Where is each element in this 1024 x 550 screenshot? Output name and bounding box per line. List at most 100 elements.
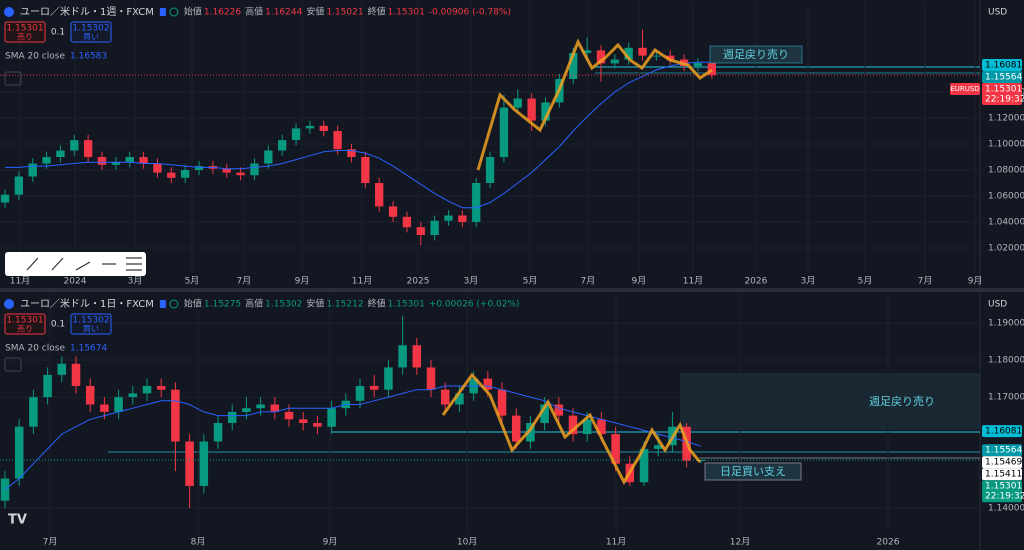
drawing-toolbar[interactable]	[5, 252, 146, 276]
x-tick-label: 2025	[407, 277, 430, 287]
price-tag-label: 1.15301	[985, 84, 1022, 94]
ohlc-value: 1.15212	[326, 300, 363, 310]
x-tick-label: 3月	[464, 276, 479, 287]
price-tag	[982, 444, 1022, 457]
price-tag-label: 1.16081	[985, 427, 1022, 437]
candle-body	[194, 166, 204, 171]
candle-body	[305, 125, 315, 129]
candle-body	[156, 385, 166, 390]
candle-body	[554, 404, 564, 416]
ohlc-value: 1.15021	[326, 8, 363, 18]
buy-price: 1.15302	[72, 316, 109, 326]
symbol-tag	[950, 82, 980, 95]
collapse-button[interactable]	[4, 357, 22, 372]
sell-price: 1.15301	[6, 316, 43, 326]
annotation: 週足戻り売り	[723, 48, 789, 61]
legend-label: SMA 20 close	[5, 344, 65, 354]
symbol-tag-label: EURUSD	[950, 85, 979, 93]
candle-body	[227, 411, 237, 423]
chart-title: ユーロ／米ドル・1日・FXCM	[20, 297, 154, 310]
candle-body	[56, 150, 65, 158]
candle-body	[167, 172, 176, 178]
candle-body	[582, 419, 592, 435]
price-tag	[982, 468, 1022, 481]
currency[interactable]: USD	[988, 300, 1007, 310]
x-tick-label: 7月	[237, 276, 252, 287]
candle-body	[83, 140, 93, 158]
buy-button[interactable]	[70, 21, 112, 43]
price-tag	[982, 82, 1022, 105]
sell-button[interactable]	[4, 313, 46, 335]
x-tick-label: 2026	[744, 277, 767, 287]
candle-body	[236, 172, 245, 176]
candle-body	[43, 374, 52, 398]
candle-body	[242, 408, 251, 412]
candle-body	[14, 176, 24, 195]
candle-body	[57, 363, 67, 375]
x-tick-label: 5月	[858, 276, 873, 287]
candle-body	[139, 157, 148, 164]
candle-body	[430, 220, 439, 236]
candle-body	[270, 404, 280, 412]
x-tick-label: 5月	[185, 276, 200, 287]
ohlc-value: 1.16244	[265, 8, 302, 18]
candle-body	[652, 55, 661, 57]
candle-body	[128, 393, 138, 398]
sell-button[interactable]	[4, 21, 46, 43]
candle-body	[511, 415, 521, 442]
candle-body	[333, 131, 342, 150]
y-tick-label: 1.06000	[988, 192, 1024, 202]
toolbar-icons	[26, 257, 142, 271]
candle-body	[472, 183, 481, 223]
ohlc-label: 安値	[306, 6, 324, 18]
x-tick-label: 2026	[877, 538, 900, 548]
currency[interactable]: USD	[988, 8, 1007, 18]
drawings-top: 週足戻り売り 週足戻り売り 日足買い支え TV	[4, 38, 935, 528]
candle-body	[416, 227, 425, 236]
candle-body	[111, 162, 121, 165]
collapse-button[interactable]	[4, 71, 22, 86]
candle-body	[540, 404, 549, 423]
y-tick-label: 1.19000	[988, 319, 1024, 329]
ohlc-label: 始値	[184, 6, 202, 18]
y-tick-label: 1.12000	[988, 114, 1024, 124]
x-tick-label: 11月	[10, 276, 30, 287]
ohlc-value: 1.15302	[265, 300, 302, 310]
ohlc-label: 終値	[368, 298, 386, 310]
ohlc-label: 高値	[245, 6, 263, 18]
candle-body	[696, 459, 706, 461]
symbol-icon	[4, 7, 14, 17]
countdown: 22:19:32	[985, 492, 1024, 502]
logo: TV	[8, 513, 27, 528]
candle-body	[707, 63, 716, 76]
candle-body	[284, 411, 294, 420]
candle-body	[526, 422, 535, 442]
candle-body	[388, 206, 398, 217]
buy-button[interactable]	[70, 313, 112, 335]
flag	[159, 8, 166, 16]
candle-body	[28, 163, 37, 177]
change-value: +0.00026 (+0.02%)	[429, 300, 520, 310]
price-tag-label: 1.15564	[985, 446, 1022, 456]
price-tag	[982, 425, 1022, 438]
ohlc-value: 1.15301	[388, 300, 425, 310]
y-tick-label: 1.14000	[988, 504, 1024, 514]
y-tick-label: 1.04000	[988, 218, 1024, 228]
candle-body	[513, 98, 522, 108]
candle-body	[347, 149, 356, 158]
candle-body	[610, 59, 619, 64]
candle-body	[327, 408, 336, 427]
annotation: 週足戻り売り	[869, 395, 935, 408]
candle-body	[597, 419, 606, 435]
candle-body	[402, 216, 412, 228]
ohlc-label: 始値	[184, 298, 202, 310]
candle-body	[541, 102, 550, 121]
price-tag-label: 1.16081	[985, 60, 1022, 70]
x-tick-label: 7月	[918, 276, 933, 287]
candle-body	[412, 345, 422, 368]
candle-body	[569, 53, 578, 80]
x-tick-label: 12月	[730, 537, 750, 548]
legend-value: 1.16583	[70, 52, 107, 62]
